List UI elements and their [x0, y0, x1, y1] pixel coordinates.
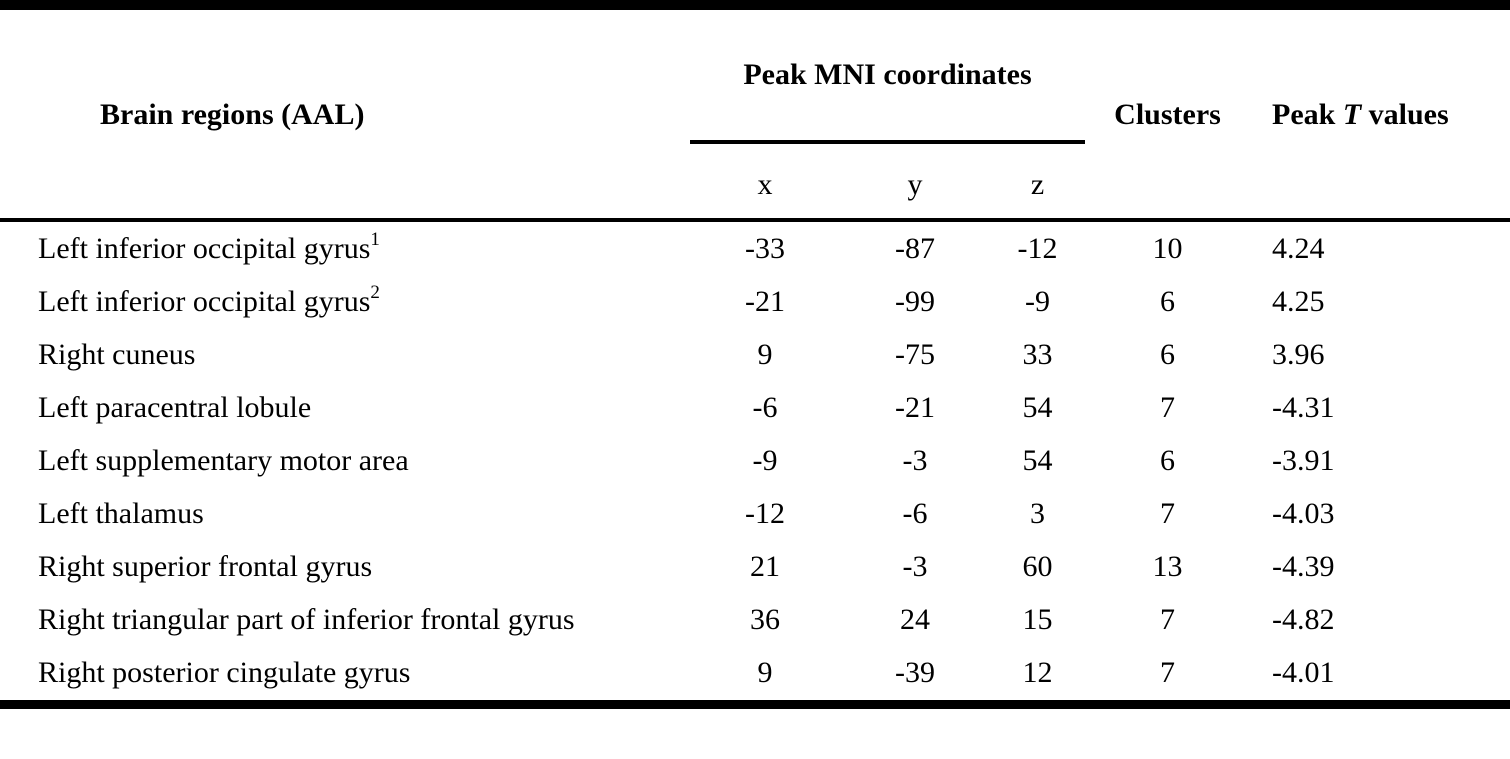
- x-value: -33: [745, 231, 785, 265]
- y-value: -3: [902, 550, 928, 584]
- clusters-value: 6: [1160, 337, 1175, 371]
- y-value: -39: [895, 656, 935, 690]
- region-cell: Left inferior occipital gyrus2: [0, 281, 690, 319]
- x-value: 36: [750, 603, 780, 637]
- x-value: 9: [757, 656, 773, 690]
- y-value: -99: [895, 284, 935, 318]
- table-row: Right triangular part of inferior fronta…: [0, 594, 1510, 647]
- column-group-header-peak-mni-coordinates: Peak MNI coordinates: [743, 58, 1032, 91]
- z-value: 12: [1022, 656, 1053, 690]
- table-row: Right cuneus 9 -75 33 6 3.96: [0, 328, 1510, 381]
- column-header-clusters: Clusters: [1114, 98, 1221, 131]
- x-value: -6: [752, 390, 778, 424]
- region-name: Left inferior occipital gyrus: [38, 284, 371, 318]
- x-value: -9: [752, 443, 778, 477]
- clusters-value: 7: [1160, 603, 1175, 637]
- column-header-peak-t-values: Peak T values: [1272, 98, 1449, 132]
- x-value: -12: [745, 497, 785, 531]
- clusters-value: 6: [1160, 284, 1175, 318]
- region-cell: Left thalamus: [0, 497, 690, 531]
- region-cell: Left paracentral lobule: [0, 391, 690, 425]
- table-row: Right superior frontal gyrus 21 -3 60 13…: [0, 541, 1510, 594]
- peak-t-value: -4.01: [1272, 656, 1335, 690]
- clusters-value: 7: [1160, 390, 1175, 424]
- x-value: 9: [757, 337, 773, 371]
- peak-t-value: -4.31: [1272, 390, 1335, 424]
- z-value: -12: [1017, 231, 1058, 265]
- region-name: Right superior frontal gyrus: [38, 550, 373, 584]
- peak-t-prefix: Peak: [1272, 98, 1343, 131]
- z-value: 15: [1022, 603, 1053, 637]
- peak-t-italic: T: [1342, 98, 1362, 131]
- table-row: Left paracentral lobule -6 -21 54 7 -4.3…: [0, 381, 1510, 434]
- region-name: Right cuneus: [38, 337, 196, 371]
- table-body: Left inferior occipital gyrus1 -33 -87 -…: [0, 222, 1510, 700]
- table-row: Left inferior occipital gyrus2 -21 -99 -…: [0, 275, 1510, 328]
- region-name: Right triangular part of inferior fronta…: [38, 603, 575, 637]
- region-name: Left inferior occipital gyrus: [38, 231, 371, 265]
- table-row: Right posterior cingulate gyrus 9 -39 12…: [0, 647, 1510, 700]
- mni-spanner-rule: [690, 140, 1085, 144]
- region-cell: Left supplementary motor area: [0, 444, 690, 478]
- peak-t-value: -4.03: [1272, 497, 1335, 531]
- y-value: -21: [895, 390, 935, 424]
- peak-t-value: -3.91: [1272, 443, 1335, 477]
- peak-t-value: 3.96: [1272, 337, 1325, 371]
- region-cell: Right cuneus: [0, 338, 690, 372]
- z-value: 60: [1022, 550, 1053, 584]
- table-row: Left thalamus -12 -6 3 7 -4.03: [0, 487, 1510, 540]
- subheader-y: y: [907, 168, 923, 201]
- region-cell: Right superior frontal gyrus: [0, 550, 690, 584]
- y-value: 24: [900, 603, 930, 637]
- z-value: 3: [1030, 497, 1045, 531]
- y-value: -75: [895, 337, 935, 371]
- region-superscript: 2: [370, 281, 380, 303]
- peak-t-value: -4.82: [1272, 603, 1335, 637]
- clusters-value: 7: [1160, 497, 1175, 531]
- region-cell: Left inferior occipital gyrus1: [0, 228, 690, 266]
- x-value: -21: [745, 284, 785, 318]
- peak-t-suffix: values: [1361, 98, 1449, 131]
- table-bottom-border: [0, 700, 1510, 709]
- region-name: Left thalamus: [38, 497, 204, 531]
- region-name: Left paracentral lobule: [38, 390, 312, 424]
- column-header-brain-regions: Brain regions (AAL): [100, 98, 365, 131]
- table-row: Left supplementary motor area -9 -3 54 6…: [0, 434, 1510, 487]
- peak-t-value: -4.39: [1272, 550, 1335, 584]
- y-value: -3: [902, 443, 928, 477]
- table-top-border: [0, 0, 1510, 10]
- z-value: 33: [1022, 337, 1053, 371]
- y-value: -6: [902, 497, 928, 531]
- subheader-z: z: [1030, 168, 1045, 201]
- table-row: Left inferior occipital gyrus1 -33 -87 -…: [0, 222, 1510, 275]
- z-value: 54: [1022, 443, 1053, 477]
- region-superscript: 1: [370, 228, 380, 250]
- z-value: -9: [1025, 284, 1050, 318]
- region-cell: Right posterior cingulate gyrus: [0, 656, 690, 690]
- subheader-x: x: [757, 168, 773, 201]
- peak-t-value: 4.25: [1272, 284, 1325, 318]
- y-value: -87: [895, 231, 935, 265]
- z-value: 54: [1022, 390, 1053, 424]
- region-name: Right posterior cingulate gyrus: [38, 656, 411, 690]
- x-value: 21: [750, 550, 780, 584]
- header-divider-rule: [0, 218, 1510, 222]
- peak-t-value: 4.24: [1272, 231, 1325, 265]
- clusters-value: 7: [1160, 656, 1175, 690]
- clusters-value: 10: [1152, 231, 1183, 265]
- clusters-value: 6: [1160, 443, 1175, 477]
- clusters-value: 13: [1152, 550, 1183, 584]
- region-cell: Right triangular part of inferior fronta…: [0, 603, 690, 637]
- region-name: Left supplementary motor area: [38, 443, 409, 477]
